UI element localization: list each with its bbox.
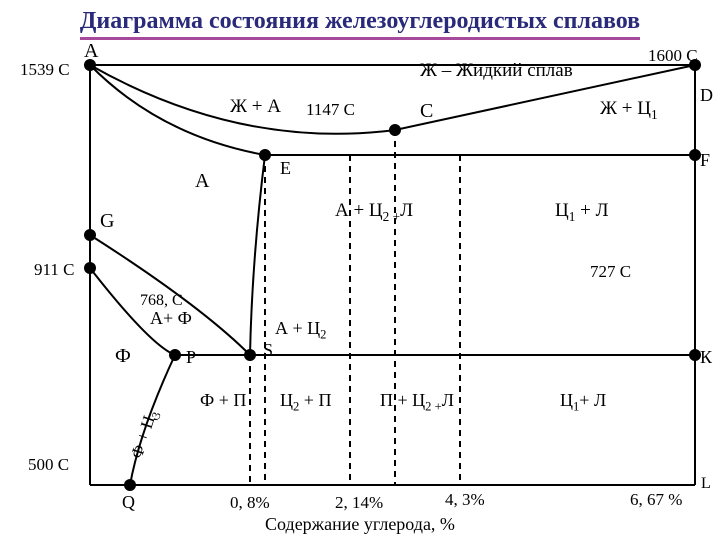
point-label-L: L xyxy=(701,475,711,493)
point-label-S: S xyxy=(263,340,273,361)
region-pc2l: П + Ц2 +Л xyxy=(380,390,454,415)
point-label-C: C xyxy=(420,100,433,123)
xtick-43: 4, 3% xyxy=(445,490,485,510)
point-E xyxy=(259,149,271,161)
xaxis-label: Содержание углерода, % xyxy=(0,514,720,535)
temp-500: 500 С xyxy=(28,455,69,475)
point-N911 xyxy=(84,262,96,274)
point-S xyxy=(244,349,256,361)
point-label-P: P xyxy=(186,347,196,368)
point-C xyxy=(389,124,401,136)
region-c1l: Ц1 + Л xyxy=(555,200,609,225)
point-P xyxy=(169,349,181,361)
point-label-G: G xyxy=(100,210,114,233)
point-label-E: E xyxy=(280,158,291,179)
region-ac2: А + Ц2 xyxy=(275,318,326,343)
point-label-K: К xyxy=(700,347,712,368)
point-label-F: F xyxy=(700,150,710,171)
region-c2p: Ц2 + П xyxy=(280,390,331,415)
xtick-08: 0, 8% xyxy=(230,493,270,513)
region-ac2l: А + Ц2 +Л xyxy=(335,200,413,225)
point-label-D: D xyxy=(700,85,713,106)
region-zha: Ж + А xyxy=(230,96,281,118)
region-fp: Ф + П xyxy=(200,390,246,411)
point-G xyxy=(84,229,96,241)
region-zh: Ж – Жидкий сплав xyxy=(420,60,573,82)
point-label-A: A xyxy=(84,40,98,63)
temp-911: 911 С xyxy=(34,260,74,280)
xtick-214: 2, 14% xyxy=(335,493,383,513)
point-D xyxy=(689,59,701,71)
region-c1lp: Ц1+ Л xyxy=(560,390,606,415)
xtick-667: 6, 67 % xyxy=(630,490,682,510)
point-Q xyxy=(124,479,136,491)
region-af: А+ Ф xyxy=(150,308,192,329)
region-f: Ф xyxy=(115,345,131,368)
region-a: А xyxy=(195,170,209,193)
temp-1147: 1147 С xyxy=(306,100,355,120)
point-label-Q: Q xyxy=(122,492,135,513)
temp-727: 727 С xyxy=(590,262,631,282)
temp-1539: 1539 С xyxy=(20,60,70,80)
region-zhc1: Ж + Ц1 xyxy=(600,98,658,123)
